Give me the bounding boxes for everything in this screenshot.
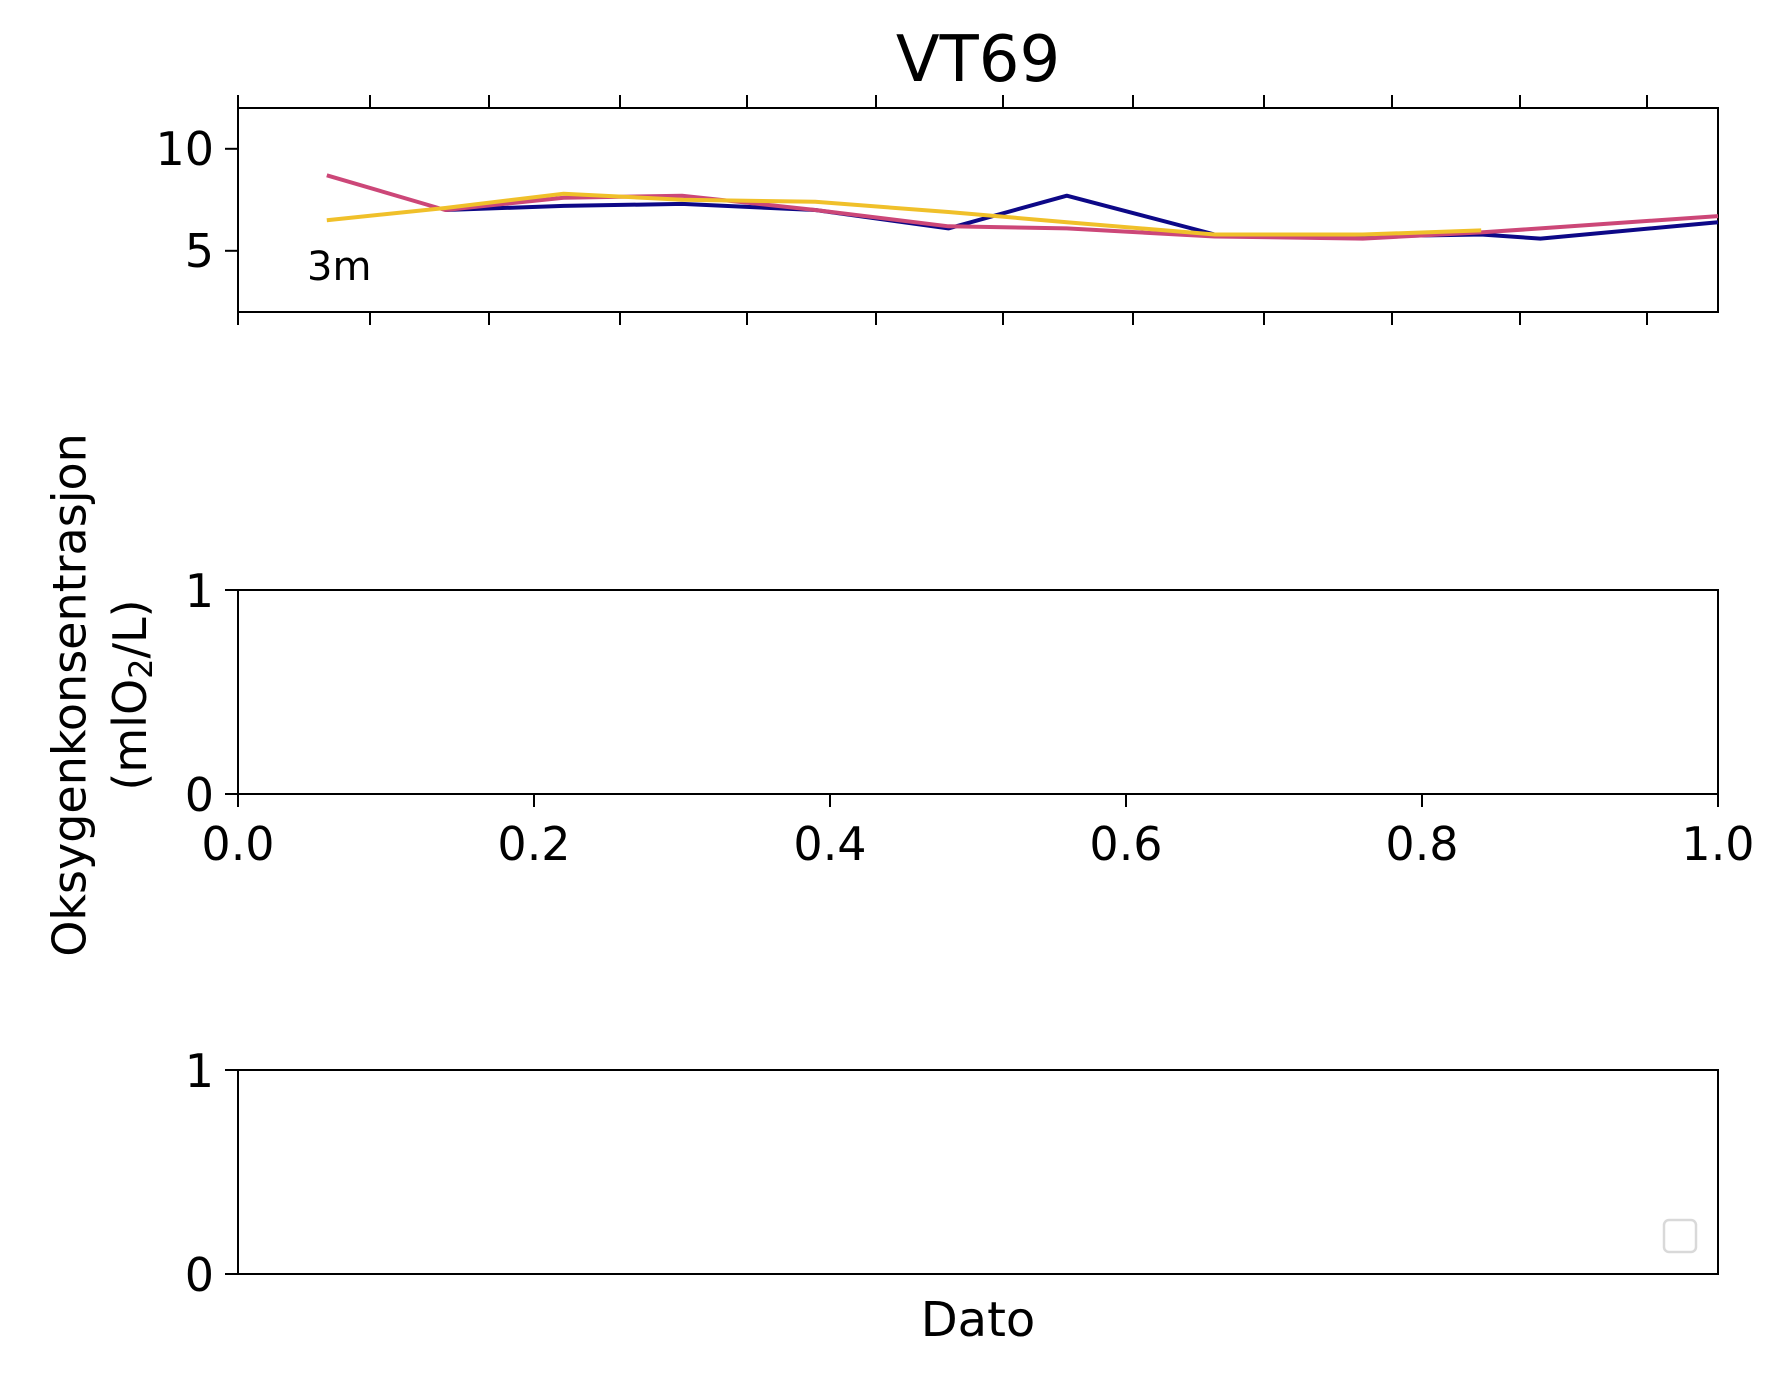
- series-line-2: [326, 191, 1482, 237]
- panel-middle-ytick-label-1: 1: [185, 564, 214, 618]
- shared-y-label: Oksygenkonsentrasjon: [43, 433, 97, 957]
- panel-top-xticks-bottom: [237, 312, 1648, 325]
- y-label-line2: (mlO2/L): [103, 599, 161, 790]
- panel-top-series: [326, 173, 1719, 241]
- panel-middle-frame: [237, 589, 1719, 795]
- panel-middle-xtick-label-1: 0.2: [497, 817, 570, 871]
- panel-top-ytick-label-0: 5: [185, 224, 214, 278]
- x-axis-label: Dato: [921, 1292, 1036, 1348]
- panel-middle-ytick-label-0: 0: [185, 768, 214, 822]
- panel-middle-xtick-label-0: 0.0: [201, 817, 274, 871]
- panel-top-frame: [237, 107, 1719, 313]
- panel-middle-xtick-label-3: 0.6: [1089, 817, 1162, 871]
- panel-bottom: 01 Dato: [185, 1044, 1719, 1348]
- panel-top-ytick-label-1: 10: [155, 122, 214, 176]
- panel-middle-xtick-label-5: 1.0: [1681, 817, 1754, 871]
- panel-top-yticks: 5 10: [155, 122, 238, 278]
- chart-title: VT69: [896, 23, 1060, 97]
- panel-top: 5 10 3m: [155, 95, 1719, 325]
- y-label-line2-sub: 2: [122, 658, 160, 678]
- panel-middle-yticks: 01: [185, 564, 238, 822]
- panel-bottom-ytick-label-1: 1: [185, 1044, 214, 1098]
- panel-bottom-yticks: 01: [185, 1044, 238, 1302]
- y-label-line2-suffix: /L): [103, 599, 157, 658]
- panel-bottom-frame: [237, 1069, 1719, 1275]
- y-label-line2-prefix: (mlO: [103, 679, 157, 791]
- panel-middle: 01 0.0 0.2 0.4 0.6 0.8 1.0: [185, 564, 1755, 871]
- y-label-line1: Oksygenkonsentrasjon: [43, 433, 97, 957]
- panel-top-xticks-top: [237, 95, 1648, 108]
- depth-annotation: 3m: [307, 244, 371, 290]
- series-line-0: [445, 193, 1719, 241]
- panel-bottom-ytick-label-0: 0: [185, 1248, 214, 1302]
- series-line-1: [326, 173, 1719, 241]
- empty-legend-box: [1662, 1218, 1698, 1254]
- panel-middle-xtick-label-2: 0.4: [793, 817, 866, 871]
- panel-middle-xticks: 0.0 0.2 0.4 0.6 0.8 1.0: [201, 794, 1755, 871]
- shared-y-label-2: (mlO2/L): [103, 599, 161, 790]
- panel-middle-xtick-label-4: 0.8: [1385, 817, 1458, 871]
